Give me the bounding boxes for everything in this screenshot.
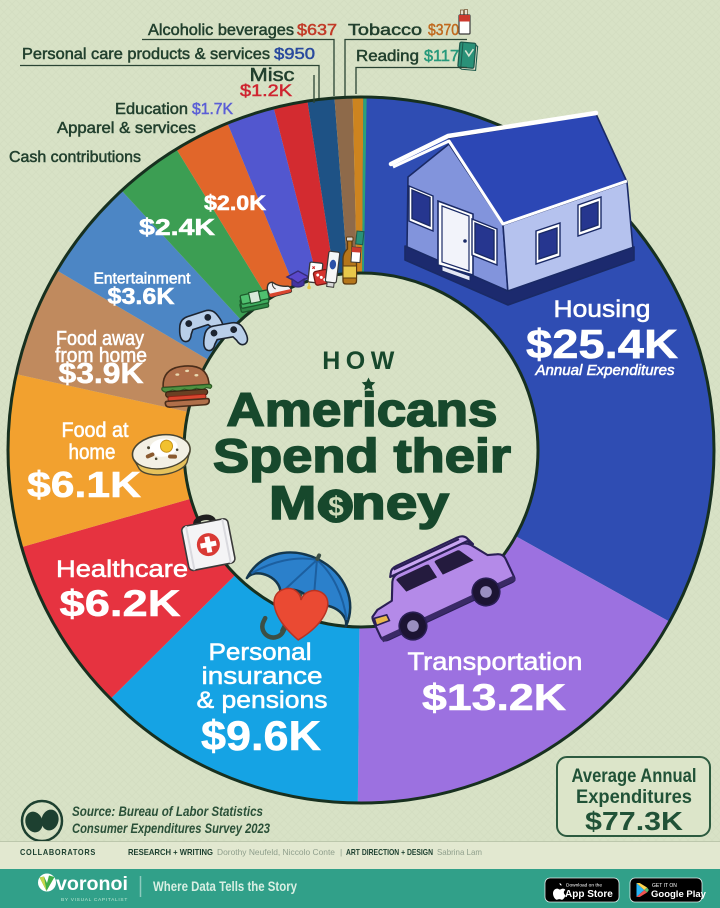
svg-text:Cash contributions: Cash contributions bbox=[9, 149, 141, 166]
svg-text:Personal: Personal bbox=[209, 639, 312, 666]
svg-text:App Store: App Store bbox=[565, 889, 613, 900]
svg-text:voronoi: voronoi bbox=[56, 874, 128, 895]
svg-text:BY VISUAL CAPITALIST: BY VISUAL CAPITALIST bbox=[61, 897, 128, 903]
svg-text:Housing: Housing bbox=[554, 296, 651, 323]
svg-text:Entertainment: Entertainment bbox=[94, 271, 192, 288]
svg-text:Alcoholic beverages: Alcoholic beverages bbox=[148, 22, 294, 39]
svg-text:$25.4K: $25.4K bbox=[526, 321, 678, 367]
svg-text:$2.0K: $2.0K bbox=[204, 192, 266, 215]
svg-text:Food at: Food at bbox=[62, 419, 129, 442]
svg-text:Personal care products & servi: Personal care products & services bbox=[22, 46, 270, 63]
svg-text:Healthcare: Healthcare bbox=[56, 556, 188, 583]
svg-text:Reading: Reading bbox=[356, 48, 419, 65]
svg-text:Where Data Tells the Story: Where Data Tells the Story bbox=[153, 879, 297, 894]
svg-text:Source: Bureau of Labor Statis: Source: Bureau of Labor Statistics bbox=[72, 803, 263, 819]
svg-text:Consumer Expenditures Survey 2: Consumer Expenditures Survey 2023 bbox=[72, 820, 270, 836]
svg-text:$1.7K: $1.7K bbox=[192, 101, 233, 118]
svg-text:Tobacco: Tobacco bbox=[348, 22, 422, 39]
svg-text:Transportation: Transportation bbox=[408, 648, 583, 676]
svg-text:Spend their: Spend their bbox=[213, 429, 511, 482]
svg-text:|: | bbox=[340, 847, 342, 857]
svg-text:& pensions: & pensions bbox=[197, 687, 328, 714]
svg-text:$3.6K: $3.6K bbox=[108, 283, 175, 309]
svg-text:$6.2K: $6.2K bbox=[60, 583, 181, 624]
svg-text:Misc: Misc bbox=[250, 65, 295, 85]
svg-text:Expenditures: Expenditures bbox=[576, 787, 692, 808]
svg-text:GET IT ON: GET IT ON bbox=[652, 883, 677, 889]
svg-text:Dorothy Neufeld, Niccolo Conte: Dorothy Neufeld, Niccolo Conte bbox=[217, 847, 335, 857]
svg-text:$6.1K: $6.1K bbox=[27, 464, 141, 505]
svg-text:Sabrina Lam: Sabrina Lam bbox=[437, 847, 482, 857]
svg-text:$3.9K: $3.9K bbox=[59, 358, 144, 390]
svg-text:Education: Education bbox=[115, 101, 188, 118]
svg-text:$950: $950 bbox=[274, 46, 315, 63]
svg-text:Annual Expenditures: Annual Expenditures bbox=[534, 362, 674, 379]
svg-text:Americans: Americans bbox=[227, 383, 498, 436]
svg-text:$637: $637 bbox=[297, 22, 337, 39]
svg-text:Average Annual: Average Annual bbox=[572, 766, 697, 787]
svg-text:Download on the: Download on the bbox=[566, 883, 602, 889]
svg-text:Google Play: Google Play bbox=[651, 889, 707, 900]
svg-text:Money: Money bbox=[269, 476, 449, 529]
svg-text:$13.2K: $13.2K bbox=[422, 677, 566, 718]
svg-text:$: $ bbox=[328, 491, 344, 522]
svg-text:HOW: HOW bbox=[322, 347, 400, 375]
svg-text:ART DIRECTION + DESIGN: ART DIRECTION + DESIGN bbox=[346, 847, 433, 857]
svg-text:$117: $117 bbox=[424, 48, 459, 65]
svg-text:insurance: insurance bbox=[202, 663, 323, 690]
svg-text:$9.6K: $9.6K bbox=[201, 712, 321, 759]
svg-text:COLLABORATORS: COLLABORATORS bbox=[20, 847, 96, 857]
svg-text:$370: $370 bbox=[428, 22, 459, 39]
svg-text:from home: from home bbox=[55, 345, 147, 367]
svg-text:RESEARCH + WRITING: RESEARCH + WRITING bbox=[128, 847, 213, 857]
svg-text:Apparel & services: Apparel & services bbox=[57, 120, 196, 137]
svg-text:Food away: Food away bbox=[56, 328, 144, 350]
svg-text:$1.2K: $1.2K bbox=[240, 81, 293, 100]
svg-text:$77.3K: $77.3K bbox=[585, 806, 683, 836]
svg-text:$2.4K: $2.4K bbox=[139, 214, 215, 240]
svg-text:home: home bbox=[69, 441, 116, 464]
